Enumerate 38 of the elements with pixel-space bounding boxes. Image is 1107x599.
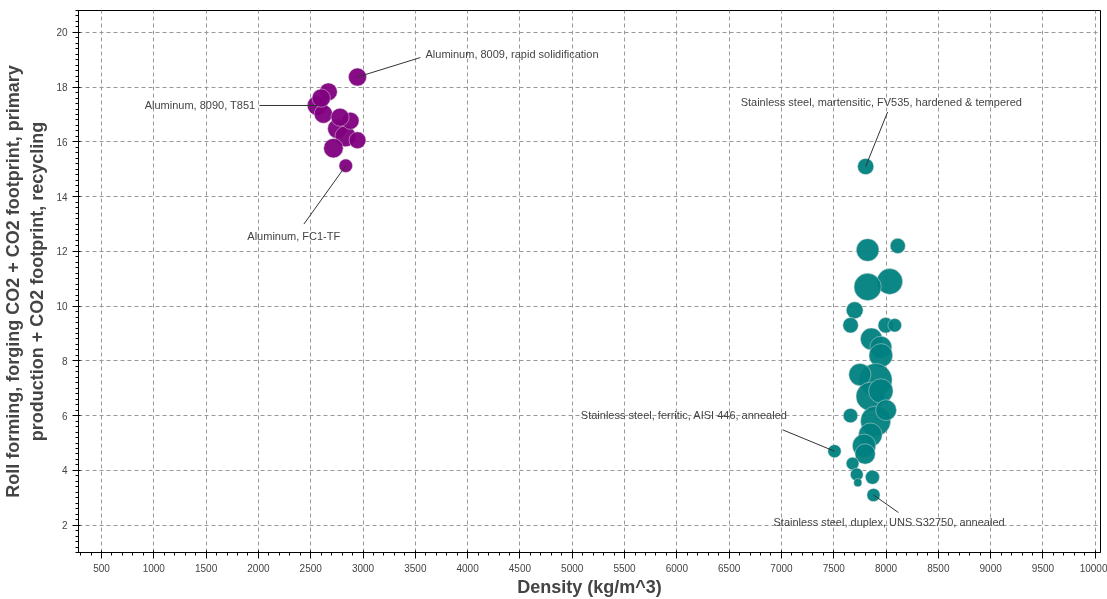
x-tick-label: 8500 xyxy=(927,562,950,574)
y-tick-label: 2 xyxy=(61,520,68,532)
y-axis-title: Roll forming, forging CO2 + CO2 footprint, primary production + CO2 footprint, recycling xyxy=(3,65,48,498)
x-tick-label: 10000 xyxy=(1079,562,1107,574)
x-tick-label: 6000 xyxy=(665,562,689,574)
y-tick-label: 20 xyxy=(56,27,68,39)
y-tick-label: 12 xyxy=(56,246,68,258)
annotation: Stainless steel, ferritic, AISI 446, annealed xyxy=(580,409,787,422)
x-tick-label: 7500 xyxy=(822,562,846,574)
annotation: Aluminum, 8009, rapid solidification xyxy=(425,48,599,61)
x-tick-label: 5000 xyxy=(561,562,584,574)
x-tick-label: 3000 xyxy=(351,562,375,574)
y-tick-label: 4 xyxy=(61,465,68,477)
x-tick-label: 6500 xyxy=(718,562,741,574)
x-tick-label: 4500 xyxy=(508,562,532,574)
y-tick-label: 16 xyxy=(56,136,68,148)
annotation: Stainless steel, duplex, UNS S32750, annealed xyxy=(773,516,1005,529)
y-tick-label: 14 xyxy=(56,191,68,203)
x-tick-label: 4000 xyxy=(456,562,480,574)
x-tick-label: 9000 xyxy=(979,562,1003,574)
x-tick-label: 9500 xyxy=(1031,562,1055,574)
y-tick-label: 6 xyxy=(61,410,68,422)
x-tick-label: 2000 xyxy=(247,562,270,574)
y-tick-label: 18 xyxy=(56,82,68,94)
x-tick-label: 500 xyxy=(93,562,111,574)
x-tick-label: 8000 xyxy=(874,562,898,574)
y-tick-label: 8 xyxy=(61,355,68,367)
y-tick-label: 10 xyxy=(56,301,68,313)
x-tick-label: 5500 xyxy=(613,562,637,574)
annotation: Aluminum, 8090, T851 xyxy=(144,99,256,112)
x-tick-label: 3500 xyxy=(404,562,427,574)
x-tick-label: 1000 xyxy=(142,562,166,574)
x-tick-label: 7000 xyxy=(770,562,794,574)
annotation: Stainless steel, martensitic, FV535, hardened & tempered xyxy=(740,95,1022,108)
x-tick-label: 1500 xyxy=(195,562,218,574)
annotation: Aluminum, FC1-TF xyxy=(247,229,341,242)
x-axis-title: Density (kg/m^3) xyxy=(517,576,662,597)
x-tick-label: 2500 xyxy=(299,562,323,574)
